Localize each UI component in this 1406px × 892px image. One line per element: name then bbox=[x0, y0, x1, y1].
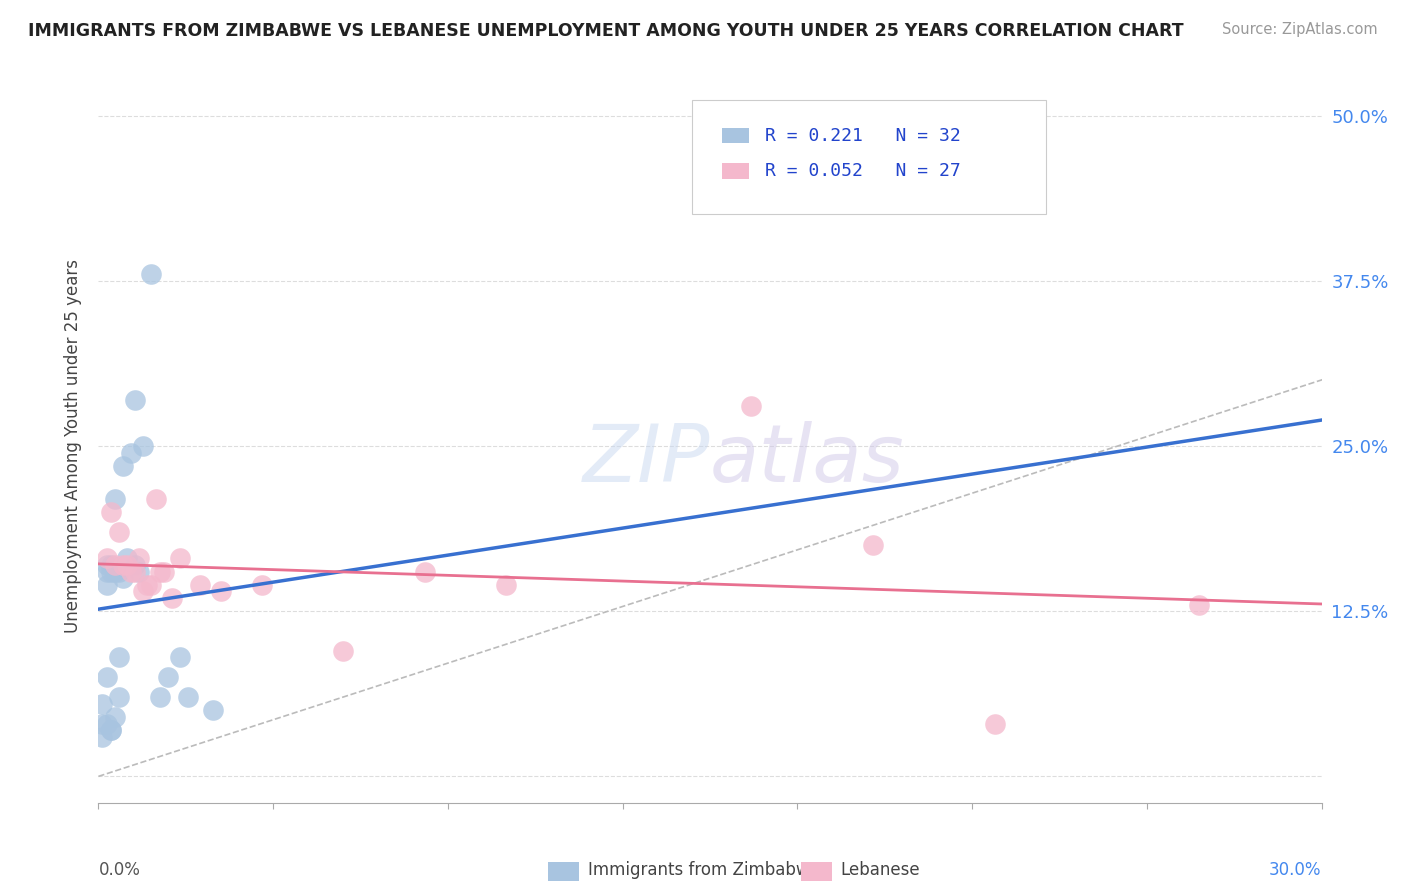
Point bbox=[115, 551, 138, 566]
Text: Immigrants from Zimbabwe: Immigrants from Zimbabwe bbox=[588, 861, 820, 879]
Point bbox=[91, 716, 114, 731]
Text: Source: ZipAtlas.com: Source: ZipAtlas.com bbox=[1222, 22, 1378, 37]
Point bbox=[145, 491, 167, 506]
Point bbox=[124, 565, 146, 579]
Text: Lebanese: Lebanese bbox=[841, 861, 921, 879]
Point bbox=[201, 703, 224, 717]
Point bbox=[108, 650, 131, 665]
Point bbox=[862, 538, 884, 552]
Point bbox=[188, 578, 212, 592]
Point bbox=[332, 644, 354, 658]
Point bbox=[141, 578, 163, 592]
Point bbox=[96, 565, 118, 579]
Point bbox=[108, 690, 131, 704]
Point bbox=[495, 578, 517, 592]
Point bbox=[152, 565, 174, 579]
Point bbox=[96, 670, 118, 684]
Point bbox=[209, 584, 232, 599]
Text: IMMIGRANTS FROM ZIMBABWE VS LEBANESE UNEMPLOYMENT AMONG YOUTH UNDER 25 YEARS COR: IMMIGRANTS FROM ZIMBABWE VS LEBANESE UNE… bbox=[28, 22, 1184, 40]
Point bbox=[740, 400, 762, 414]
Point bbox=[149, 690, 172, 704]
Point bbox=[149, 565, 172, 579]
Point bbox=[100, 565, 122, 579]
Point bbox=[1188, 598, 1211, 612]
Point bbox=[108, 565, 131, 579]
Point bbox=[124, 558, 146, 572]
Point bbox=[104, 558, 127, 572]
Point bbox=[177, 690, 200, 704]
Point bbox=[100, 723, 122, 738]
Point bbox=[128, 565, 150, 579]
Point bbox=[124, 392, 146, 407]
Point bbox=[96, 578, 118, 592]
Point bbox=[91, 730, 114, 744]
Point bbox=[96, 558, 118, 572]
Point bbox=[91, 697, 114, 711]
Point bbox=[169, 650, 191, 665]
FancyBboxPatch shape bbox=[692, 100, 1046, 214]
Point bbox=[100, 723, 122, 738]
Point bbox=[115, 558, 138, 572]
Point bbox=[111, 558, 134, 572]
Y-axis label: Unemployment Among Youth under 25 years: Unemployment Among Youth under 25 years bbox=[65, 259, 83, 633]
Point bbox=[156, 670, 179, 684]
FancyBboxPatch shape bbox=[723, 128, 749, 144]
Point bbox=[100, 505, 122, 519]
Point bbox=[104, 710, 127, 724]
Point bbox=[96, 716, 118, 731]
Text: atlas: atlas bbox=[710, 421, 905, 500]
Point bbox=[136, 578, 159, 592]
Point bbox=[120, 565, 142, 579]
Point bbox=[128, 551, 150, 566]
Point bbox=[108, 524, 131, 539]
Point bbox=[413, 565, 436, 579]
Point bbox=[132, 439, 155, 453]
Point bbox=[132, 584, 155, 599]
FancyBboxPatch shape bbox=[723, 163, 749, 179]
Text: R = 0.052   N = 27: R = 0.052 N = 27 bbox=[765, 162, 960, 180]
Point bbox=[104, 491, 127, 506]
Point bbox=[984, 716, 1007, 731]
Text: 30.0%: 30.0% bbox=[1270, 861, 1322, 879]
Point bbox=[104, 565, 127, 579]
Point bbox=[100, 558, 122, 572]
Text: 0.0%: 0.0% bbox=[98, 861, 141, 879]
Point bbox=[120, 445, 142, 459]
Text: ZIP: ZIP bbox=[582, 421, 710, 500]
Point bbox=[250, 578, 273, 592]
Point bbox=[169, 551, 191, 566]
Point bbox=[96, 551, 118, 566]
Text: R = 0.221   N = 32: R = 0.221 N = 32 bbox=[765, 127, 960, 145]
Point bbox=[111, 571, 134, 585]
Point bbox=[141, 267, 163, 281]
Point bbox=[111, 458, 134, 473]
Point bbox=[160, 591, 183, 605]
